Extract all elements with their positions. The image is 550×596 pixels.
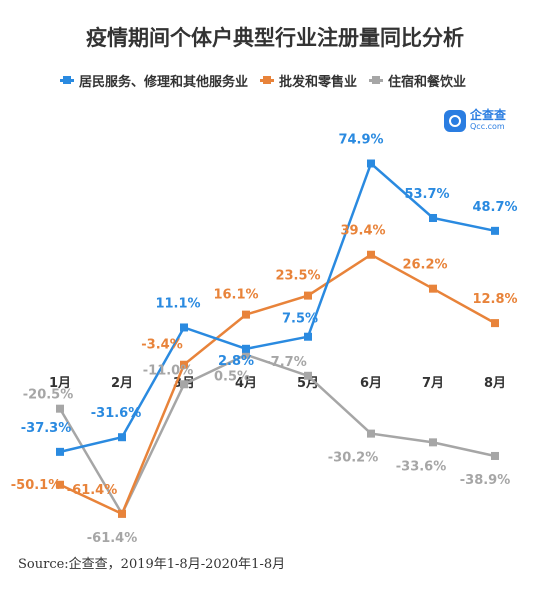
legend: 居民服务、修理和其他服务业 批发和零售业 住宿和餐饮业 <box>60 70 478 90</box>
qcc-logo-icon <box>444 110 466 132</box>
data-label: 7.5% <box>282 312 318 327</box>
data-label: 23.5% <box>275 269 320 284</box>
data-point <box>491 319 499 328</box>
data-point <box>180 360 188 369</box>
data-label: 0.5% <box>214 370 250 385</box>
chart-title: 疫情期间个体户典型行业注册量同比分析 <box>86 26 464 50</box>
x-tick-label: 7月 <box>422 376 444 391</box>
data-label: -3.4% <box>141 338 182 353</box>
legend-swatch-icon <box>369 75 384 84</box>
data-label: -7.7% <box>265 355 306 370</box>
data-label: -30.2% <box>328 451 379 466</box>
legend-item-accommodation-catering: 住宿和餐饮业 <box>369 71 466 90</box>
data-point <box>367 429 375 438</box>
data-label: 12.8% <box>472 292 517 307</box>
x-tick-label: 2月 <box>111 376 133 391</box>
x-tick-label: 6月 <box>360 376 382 391</box>
logo-domain: Qcc.com <box>470 122 505 131</box>
legend-label: 居民服务、修理和其他服务业 <box>79 74 249 90</box>
data-point <box>242 344 250 353</box>
data-label: 26.2% <box>402 258 447 273</box>
data-point <box>56 480 64 489</box>
data-label: -61.4% <box>67 483 118 498</box>
data-point <box>304 332 312 341</box>
data-point <box>242 350 250 359</box>
data-point <box>367 159 375 168</box>
data-label: 16.1% <box>213 288 258 303</box>
data-label: 53.7% <box>404 187 449 202</box>
data-point <box>118 509 126 518</box>
data-label: -37.3% <box>21 421 72 436</box>
data-label: 74.9% <box>338 133 383 148</box>
data-label: -38.9% <box>460 473 511 488</box>
data-label: 39.4% <box>340 224 385 239</box>
data-point <box>367 250 375 259</box>
data-point <box>429 213 437 222</box>
data-point <box>118 433 126 442</box>
qcc-logo: 企查查 Qcc.com <box>444 108 507 132</box>
legend-swatch-icon <box>260 75 275 84</box>
legend-label: 住宿和餐饮业 <box>388 74 467 90</box>
data-point <box>304 291 312 300</box>
x-tick-label: 4月 <box>235 376 257 391</box>
x-tick-label: 1月 <box>49 376 71 391</box>
x-tick-label: 8月 <box>484 376 506 391</box>
series-line-2 <box>58 353 496 517</box>
data-label: -33.6% <box>396 459 447 474</box>
data-label: 48.7% <box>472 200 517 215</box>
data-point <box>56 447 64 456</box>
source-note: Source:企查查，2019年1-8月-2020年1-8月 <box>18 557 286 572</box>
data-point <box>242 310 250 319</box>
data-point <box>304 371 312 380</box>
data-label: -31.6% <box>91 406 142 421</box>
data-label: -20.5% <box>23 388 74 403</box>
logo-name: 企查查 <box>470 108 507 122</box>
data-label: 11.1% <box>155 296 200 311</box>
legend-item-wholesale-retail: 批发和零售业 <box>260 71 357 90</box>
series-line-1 <box>59 253 496 516</box>
data-point <box>180 323 188 332</box>
data-point <box>491 451 499 460</box>
data-label: 2.8% <box>218 354 254 369</box>
data-label: -11.0% <box>143 363 194 378</box>
series-line-0 <box>59 161 496 454</box>
data-label: -61.4% <box>87 531 138 546</box>
legend-label: 批发和零售业 <box>279 74 358 90</box>
data-point <box>491 226 499 235</box>
data-point <box>180 380 188 389</box>
data-point <box>429 284 437 293</box>
data-label: -50.1% <box>11 478 62 493</box>
data-point <box>56 404 64 413</box>
data-point <box>429 438 437 447</box>
legend-swatch-icon <box>60 75 74 84</box>
legend-item-resident-services: 居民服务、修理和其他服务业 <box>60 71 248 90</box>
